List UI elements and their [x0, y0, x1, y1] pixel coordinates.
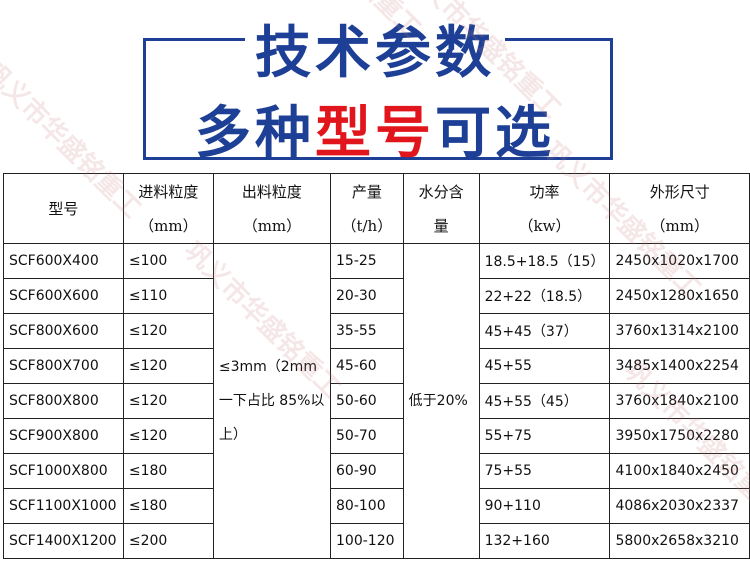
power-cell: 22+22（18.5）: [478, 278, 611, 314]
column-header: 外形尺寸 （mm）: [609, 173, 750, 244]
capacity-cell: 60-90: [330, 453, 404, 489]
capacity-cell: 20-30: [330, 278, 404, 314]
header-line1: 水分含: [418, 182, 464, 201]
model-cell: SCF600X600: [3, 278, 124, 314]
capacity-cell: 15-25: [330, 243, 404, 279]
model-cell: SCF1400X1200: [3, 523, 124, 559]
table-row: SCF900X800 ≤120 50-70 55+75 3950x1750x2280: [3, 418, 750, 454]
dimensions-cell: 4086x2030x2337: [609, 488, 750, 524]
table-row: SCF1100X1000 ≤180 80-100 90+110 4086x2030x23…: [3, 488, 750, 524]
power-cell: 132+160: [478, 523, 611, 559]
column-header: 进料粒度 （mm）: [122, 173, 214, 244]
column-header: 出料粒度 （mm）: [212, 173, 332, 244]
feed-size-cell: ≤120: [122, 313, 214, 349]
header-line1: 产量: [351, 182, 382, 201]
feed-size-cell: ≤200: [122, 523, 214, 559]
capacity-cell: 50-60: [330, 383, 404, 419]
model-cell: SCF800X700: [3, 348, 124, 384]
feed-size-cell: ≤180: [122, 453, 214, 489]
dimensions-cell: 2450x1280x1650: [609, 278, 750, 314]
feed-size-cell: ≤120: [122, 418, 214, 454]
header-line2: （mm）: [242, 216, 302, 235]
table-row: SCF800X700 ≤120 45-60 45+55 3485x1400x2254: [3, 348, 750, 384]
column-header: 型号: [3, 173, 124, 244]
dimensions-cell: 2450x1020x1700: [609, 243, 750, 279]
header-line1: 进料粒度: [138, 182, 199, 201]
power-cell: 45+55: [478, 348, 611, 384]
table-row: SCF600X600 ≤110 20-30 22+22（18.5） 2450x1280x…: [3, 278, 750, 314]
table-row: SCF800X800 ≤120 50-60 45+55（45） 3760x1840x21…: [3, 383, 750, 419]
spec-table: 型号 进料粒度 （mm） 出料粒度 （mm） 产量 （t/h） 水分含量 功率 （kw） 外形尺寸 （…: [3, 173, 750, 559]
header-line1: 功率: [529, 182, 560, 201]
feed-size-cell: ≤120: [122, 348, 214, 384]
capacity-cell: 80-100: [330, 488, 404, 524]
column-header: 水分含量: [402, 173, 480, 244]
header-line2: （mm）: [650, 216, 709, 235]
dimensions-cell: 4100x1840x2450: [609, 453, 750, 489]
power-cell: 75+55: [478, 453, 611, 489]
model-cell: SCF1000X800: [3, 453, 124, 489]
power-cell: 90+110: [478, 488, 611, 524]
power-cell: 45+45（37）: [478, 313, 611, 349]
header-line1: 外形尺寸: [649, 182, 710, 201]
header-line1: 型号: [48, 199, 79, 218]
model-cell: SCF1100X1000: [3, 488, 124, 524]
table-row: SCF1000X800 ≤180 60-90 75+55 4100x1840x2450: [3, 453, 750, 489]
model-cell: SCF800X800: [3, 383, 124, 419]
feed-size-cell: ≤180: [122, 488, 214, 524]
header-line2: （mm）: [139, 216, 198, 235]
capacity-cell: 100-120: [330, 523, 404, 559]
model-cell: SCF900X800: [3, 418, 124, 454]
dimensions-cell: 3950x1750x2280: [609, 418, 750, 454]
dimensions-cell: 3760x1840x2100: [609, 383, 750, 419]
capacity-cell: 35-55: [330, 313, 404, 349]
column-header: 产量 （t/h）: [330, 173, 404, 244]
header-line2: 量: [433, 216, 449, 235]
power-cell: 45+55（45）: [478, 383, 611, 419]
model-cell: SCF600X400: [3, 243, 124, 279]
table-row: SCF1400X1200 ≤200 100-120 132+160 5800x2658x…: [3, 523, 750, 559]
dimensions-cell: 3760x1314x2100: [609, 313, 750, 349]
moisture-cell: 低于20%: [402, 243, 480, 559]
dimensions-cell: 5800x2658x3210: [609, 523, 750, 559]
header-line2: （t/h）: [341, 216, 393, 235]
power-cell: 55+75: [478, 418, 611, 454]
capacity-cell: 50-70: [330, 418, 404, 454]
feed-size-cell: ≤110: [122, 278, 214, 314]
output-size-cell: ≤3mm（2mm一下占比 85%以上）: [212, 243, 332, 559]
table-row: SCF800X600 ≤120 35-55 45+45（37） 3760x1314x21…: [3, 313, 750, 349]
title-line2: 多种型号可选: [195, 101, 555, 166]
column-header: 功率 （kw）: [478, 173, 611, 244]
table-row: SCF600X400 ≤100 ≤3mm（2mm一下占比 85%以上） 15-25 低于…: [3, 243, 750, 559]
power-cell: 18.5+18.5（15）: [478, 243, 611, 279]
header-line1: 出料粒度: [241, 182, 302, 201]
feed-size-cell: ≤120: [122, 383, 214, 419]
header-line2: （kw）: [518, 216, 571, 235]
feed-size-cell: ≤100: [122, 243, 214, 279]
dimensions-cell: 3485x1400x2254: [609, 348, 750, 384]
model-cell: SCF800X600: [3, 313, 124, 349]
capacity-cell: 45-60: [330, 348, 404, 384]
title-line1: 技术参数: [0, 8, 750, 89]
